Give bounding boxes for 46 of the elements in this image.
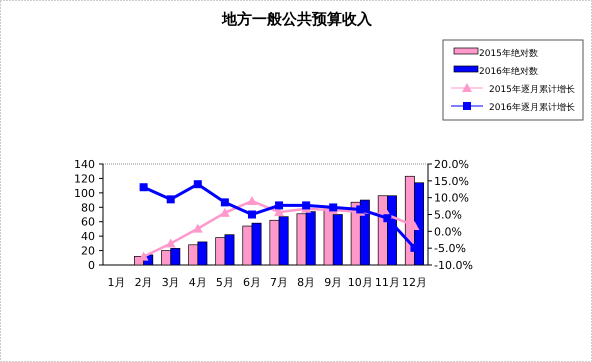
y2-tick-label: 5.0% [434, 208, 462, 222]
legend-label: 2016年逐月累计增长 [489, 102, 575, 113]
x-tick-label: 2月 [134, 276, 153, 289]
chart-title: 地方一般公共预算收入 [221, 10, 373, 28]
point [356, 205, 364, 214]
point [140, 183, 148, 192]
y-tick-label: 40 [81, 230, 95, 244]
x-tick-label: 8月 [297, 276, 316, 289]
y-tick-label: 20 [81, 244, 95, 258]
y2-tick-label: 0.0% [434, 225, 462, 238]
point [383, 214, 392, 222]
legend-label: 2015年逐月累计增长 [489, 84, 575, 95]
x-tick-label: 1月 [108, 276, 126, 289]
y-tick-label: 60 [81, 216, 95, 229]
point [192, 224, 203, 233]
x-tick-label: 11月 [374, 276, 400, 289]
point [194, 180, 202, 188]
y2-tick-label: 20.0% [434, 158, 469, 171]
x-tick-label: 3月 [162, 276, 180, 289]
y-tick-label: 0 [88, 259, 95, 272]
point [220, 208, 230, 217]
y-tick-label: 80 [81, 201, 95, 214]
x-tick-label: 10月 [348, 276, 373, 289]
point [166, 238, 176, 248]
y2-tick-label: 10.0% [434, 192, 469, 205]
point [275, 201, 284, 210]
point [302, 201, 310, 210]
x-tick-label: 6月 [242, 276, 261, 289]
y2-tick-label: 15.0% [434, 174, 469, 188]
y-tick-label: 140 [74, 158, 95, 171]
point [220, 198, 229, 206]
y2-tick-label: -5.0% [434, 242, 466, 256]
x-tick-label: 12月 [402, 276, 427, 289]
x-tick-label: 9月 [324, 276, 342, 289]
x-tick-label: 5月 [216, 276, 234, 289]
point [248, 210, 256, 218]
legend-label: 2016年绝对数 [479, 66, 538, 77]
x-tick-label: 7月 [270, 276, 288, 289]
x-tick-label: 4月 [188, 276, 207, 289]
y-tick-label: 120 [74, 172, 95, 186]
point [329, 203, 338, 212]
y2-tick-label: -10.0% [434, 259, 473, 272]
point [246, 196, 257, 206]
y-tick-label: 100 [74, 186, 95, 200]
point [166, 195, 175, 204]
legend-label: 2015年绝对数 [479, 48, 538, 59]
